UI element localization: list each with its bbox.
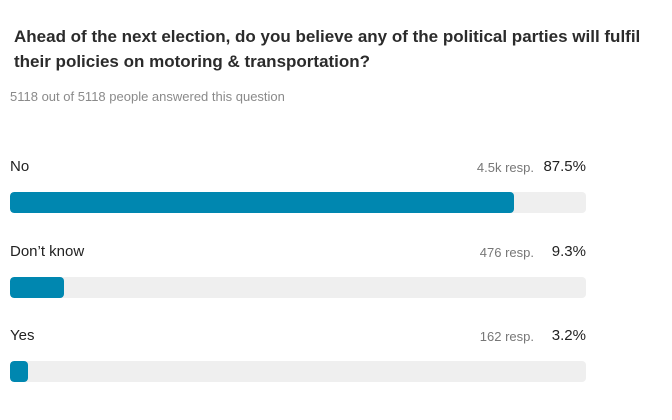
percent-label: 3.2% xyxy=(551,327,586,344)
bar-track xyxy=(10,361,586,382)
bar xyxy=(10,361,29,382)
percent-label: 87.5% xyxy=(543,158,586,175)
bar xyxy=(10,192,514,213)
option-label: Yes xyxy=(10,327,35,344)
response-count: 476 resp. xyxy=(479,244,534,260)
option-label: No xyxy=(10,158,30,175)
option-label: Don’t know xyxy=(10,242,85,260)
bar xyxy=(10,276,64,298)
response-count: 4.5k resp. xyxy=(476,160,534,175)
bar-track xyxy=(10,192,586,213)
response-count: 162 resp. xyxy=(479,329,534,344)
bar-track xyxy=(10,276,586,298)
question-title: Ahead of the next election, do you belie… xyxy=(14,27,641,71)
percent-label: 9.3% xyxy=(551,242,586,260)
answer-count: 5118 out of 5118 people answered this qu… xyxy=(10,89,285,104)
